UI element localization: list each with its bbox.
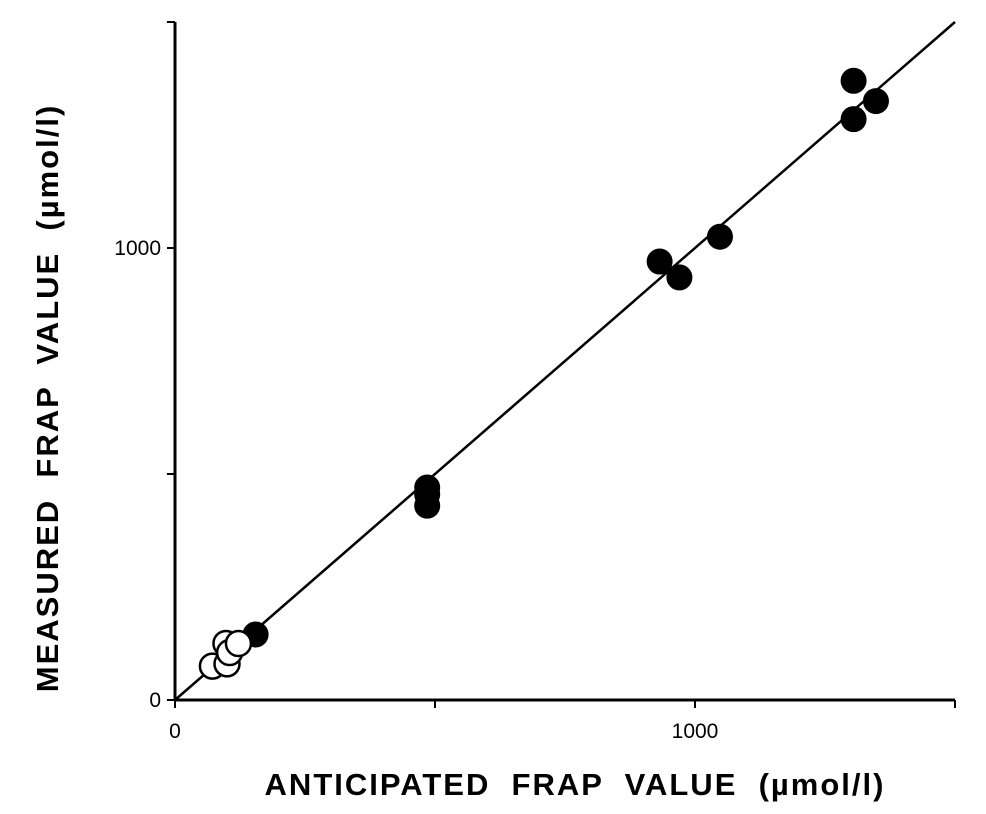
filled-data-point xyxy=(666,264,693,291)
reference-lines xyxy=(174,21,956,701)
x-tick-label: 0 xyxy=(169,720,181,743)
y-tick-label: 1000 xyxy=(114,237,161,260)
filled-data-point xyxy=(862,88,889,115)
ticks: 0 1000 0 1000 xyxy=(114,21,956,743)
y-tick-label: 0 xyxy=(149,689,161,712)
open-data-point xyxy=(224,629,253,658)
identity-line xyxy=(174,21,956,701)
filled-data-point xyxy=(414,492,441,519)
y-axis-title: MEASURED FRAP VALUE (µmol/l) xyxy=(30,104,65,693)
plot-frame xyxy=(173,22,955,702)
filled-data-point xyxy=(840,106,867,133)
x-tick-label: 1000 xyxy=(672,720,719,743)
data-points xyxy=(198,67,889,680)
x-axis-title: ANTICIPATED FRAP VALUE (µmol/l) xyxy=(265,767,886,802)
filled-data-point xyxy=(706,223,733,250)
filled-data-point xyxy=(840,67,867,94)
filled-data-point xyxy=(646,248,673,275)
